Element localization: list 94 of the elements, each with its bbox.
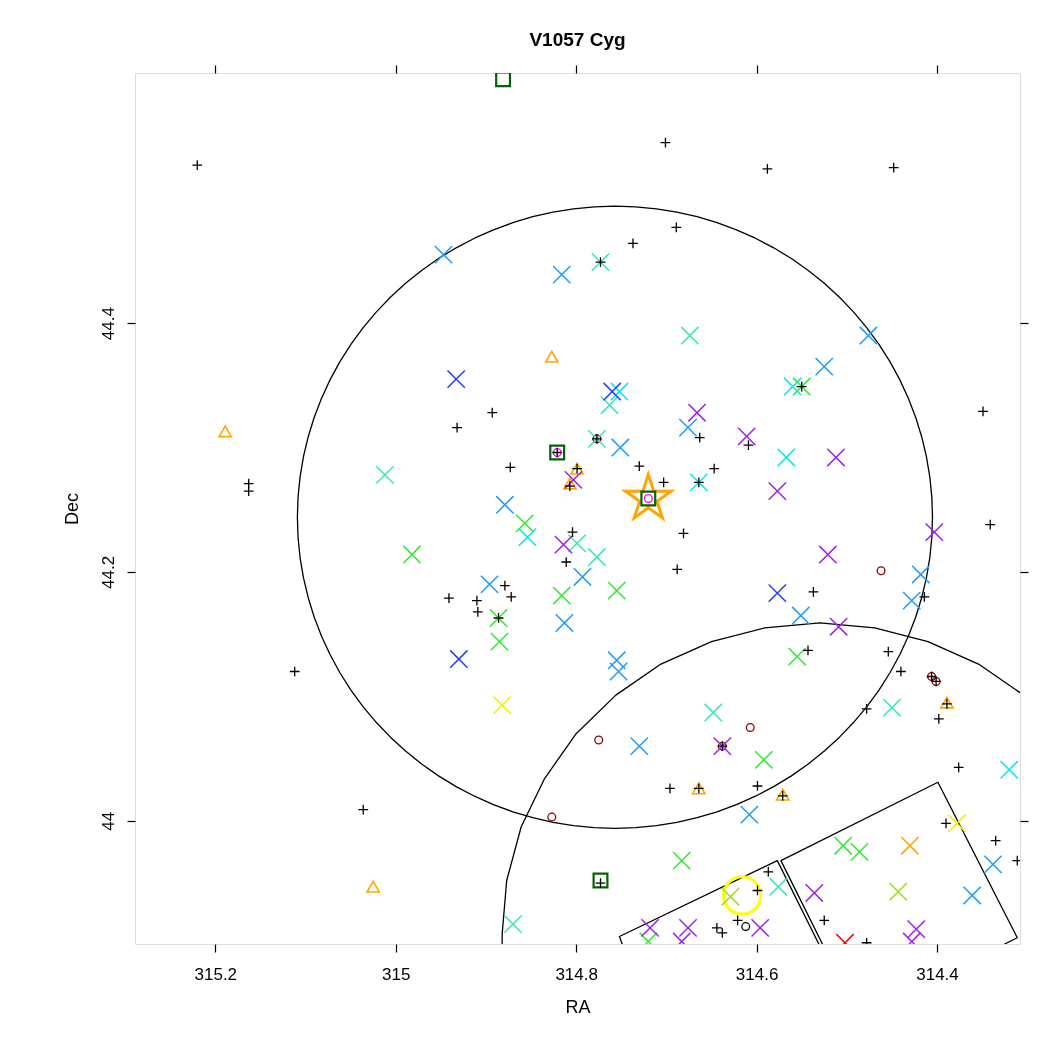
point <box>767 583 787 603</box>
point <box>490 632 509 652</box>
point <box>607 581 627 601</box>
point <box>962 886 982 905</box>
point <box>591 252 610 272</box>
point <box>503 914 523 934</box>
point <box>602 382 622 401</box>
point <box>366 880 381 893</box>
point <box>678 918 698 938</box>
point <box>600 395 619 415</box>
point <box>767 481 787 501</box>
point <box>446 369 466 389</box>
y-tick-label: 44.4 <box>98 307 118 341</box>
point <box>640 918 660 938</box>
line-series <box>501 622 1020 944</box>
point <box>449 649 469 669</box>
point <box>792 377 812 396</box>
point <box>911 565 931 584</box>
point <box>850 842 869 862</box>
x-axis-title: RA <box>565 996 591 1017</box>
point <box>480 574 499 594</box>
point <box>555 613 574 633</box>
point <box>999 760 1019 780</box>
point <box>776 448 796 467</box>
x-tick-label: 315.2 <box>194 964 238 984</box>
point <box>687 403 707 423</box>
point <box>402 545 422 564</box>
point <box>552 586 572 606</box>
point <box>489 608 508 628</box>
point <box>882 698 902 717</box>
point <box>745 722 755 733</box>
point <box>587 429 607 449</box>
point <box>787 647 807 666</box>
point <box>554 535 573 554</box>
point <box>804 883 824 903</box>
point <box>587 547 607 567</box>
point <box>689 472 709 492</box>
point <box>518 527 537 547</box>
x-tick-label: 314.4 <box>916 964 959 984</box>
point <box>900 836 920 856</box>
point <box>607 650 627 670</box>
point <box>947 813 967 833</box>
y-tick-label: 44.2 <box>98 555 118 590</box>
point <box>906 919 926 939</box>
point <box>492 695 512 715</box>
point <box>833 836 853 856</box>
point <box>768 877 788 897</box>
point <box>544 350 559 363</box>
point <box>876 566 886 576</box>
point <box>721 887 740 907</box>
point <box>678 418 698 438</box>
point <box>592 872 609 889</box>
point <box>818 545 838 564</box>
point <box>754 750 774 770</box>
x-tick-label: 315 <box>382 964 411 984</box>
point <box>712 736 732 756</box>
point <box>859 326 878 345</box>
x-tick-label: 314.8 <box>555 964 598 984</box>
point <box>902 591 922 610</box>
point <box>791 606 811 625</box>
point <box>829 617 849 637</box>
point <box>629 736 649 756</box>
y-axis-title: Dec <box>61 492 82 526</box>
point <box>573 567 592 587</box>
point <box>983 854 1003 874</box>
y-tick-label: 44 <box>98 811 118 831</box>
point <box>564 470 583 490</box>
point <box>218 425 233 438</box>
point <box>826 448 846 467</box>
point <box>814 357 834 377</box>
chart-title: V1057 Cyg <box>529 29 626 51</box>
line-series <box>780 781 1018 944</box>
point <box>495 495 515 515</box>
point <box>610 382 629 401</box>
point <box>672 851 692 871</box>
point <box>547 812 557 822</box>
point <box>609 662 628 681</box>
point <box>783 377 803 396</box>
point <box>594 735 604 745</box>
point <box>750 918 770 938</box>
point <box>515 514 535 533</box>
point <box>888 882 908 902</box>
point <box>610 438 630 457</box>
point <box>680 326 700 345</box>
point <box>741 922 751 932</box>
x-tick-label: 314.6 <box>735 964 779 984</box>
point <box>703 703 723 722</box>
point <box>495 73 512 88</box>
point <box>375 465 395 485</box>
point <box>434 245 453 265</box>
point <box>739 805 759 824</box>
point <box>567 533 587 553</box>
point <box>924 522 944 542</box>
point <box>552 265 572 284</box>
